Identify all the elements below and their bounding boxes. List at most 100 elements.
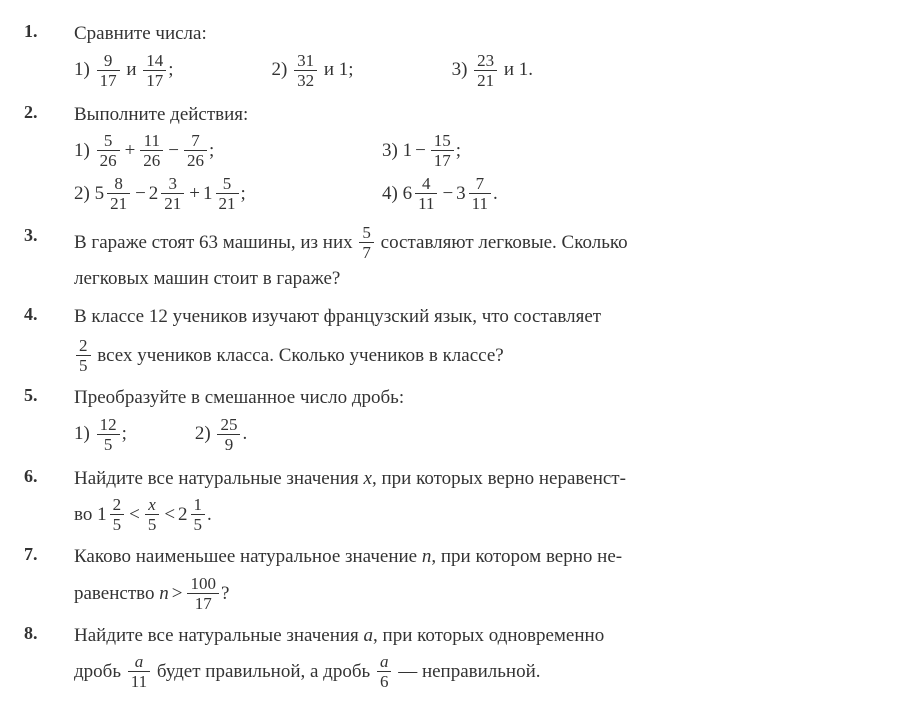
colon: ;	[168, 56, 173, 84]
denominator: 9	[217, 435, 240, 453]
variable-n: n	[159, 580, 169, 608]
spacer	[182, 52, 272, 89]
p6-line1: Найдите все натуральные значения x, при …	[74, 465, 879, 493]
problem-6: 6. Найдите все натуральные значения x, п…	[24, 463, 879, 536]
numerator: 2	[76, 337, 91, 356]
p2-row-a: 1) 5 26 + 11 26 − 7 26 ;	[74, 132, 879, 169]
fraction: 7 11	[469, 175, 491, 212]
qmark: ?	[221, 580, 229, 608]
numerator: 7	[184, 132, 207, 151]
whole: 1	[97, 501, 107, 529]
denominator: 21	[161, 194, 184, 212]
p2-part-4-label: 4)	[382, 180, 398, 208]
p8-line1-after: , при которых одновременно	[373, 625, 604, 646]
denominator: 26	[140, 151, 163, 169]
p8-line2-before: дробь	[74, 658, 121, 686]
p8-mid: будет правильной, а дробь	[157, 658, 370, 686]
problem-5: 5. Преобразуйте в смешанное число дробь:…	[24, 382, 879, 457]
numerator: 5	[359, 224, 374, 243]
p7-line1-after: , при котором верно не-	[431, 546, 622, 567]
spacer	[135, 416, 195, 453]
op-lt: <	[164, 501, 175, 529]
denominator: 32	[294, 71, 317, 89]
numerator: 8	[107, 175, 130, 194]
fraction: x 5	[145, 496, 160, 533]
problem-number-8: 8.	[24, 620, 74, 693]
p4-line2: 2 5 всех учеников класса. Сколько ученик…	[74, 337, 504, 374]
denominator: 21	[216, 194, 239, 212]
numerator: x	[145, 496, 160, 515]
p7-line2: равенство n > 100 17 ?	[74, 575, 229, 612]
p3-line2: легковых машин стоит в гараже?	[74, 265, 879, 293]
problem-6-content: Найдите все натуральные значения x, при …	[74, 463, 879, 536]
p7-line1-before: Каково наименьшее натуральное значение	[74, 546, 417, 567]
p2-part-3: 3) 1 − 15 17 ;	[382, 132, 461, 169]
variable-x: x	[364, 468, 372, 489]
math-problem-page: 1. Сравните числа: 1) 9 17 и 14 17 ;	[0, 0, 903, 716]
problem-1: 1. Сравните числа: 1) 9 17 и 14 17 ;	[24, 18, 879, 93]
problem-number-2: 2.	[24, 99, 74, 217]
numerator: 1	[191, 496, 206, 515]
p2-row-b: 2) 5 8 21 − 2 3 21	[74, 175, 879, 212]
denominator: 26	[184, 151, 207, 169]
p3-text-after: составляют легковые. Сколько	[381, 229, 628, 257]
problem-number-5: 5.	[24, 382, 74, 457]
mixed-number: 2 3 21	[149, 175, 187, 212]
fraction: 2 5	[110, 496, 125, 533]
problem-5-content: Преобразуйте в смешанное число дробь: 1)…	[74, 382, 879, 457]
mixed-number: 1 5 21	[203, 175, 241, 212]
whole: 5	[95, 180, 105, 208]
whole: 1	[203, 180, 213, 208]
p5-parts: 1) 12 5 ; 2) 25 9 .	[74, 416, 879, 453]
numerator: 9	[97, 52, 120, 71]
whole: 2	[178, 501, 188, 529]
fraction: 11 26	[140, 132, 163, 169]
mixed-number: 3 7 11	[456, 175, 493, 212]
fraction: 5 26	[97, 132, 120, 169]
text-i: и	[126, 56, 136, 84]
p1-part-3-label: 3)	[452, 56, 468, 84]
p1-part-2-label: 2)	[272, 56, 288, 84]
colon: .	[207, 501, 212, 529]
denominator: 21	[474, 71, 497, 89]
fraction: 1 5	[191, 496, 206, 533]
fraction: 4 11	[415, 175, 437, 212]
colon: .	[242, 420, 247, 448]
text-tail: и 1.	[504, 56, 533, 84]
denominator: 6	[377, 672, 392, 690]
denominator: 17	[431, 151, 454, 169]
problem-number-1: 1.	[24, 18, 74, 93]
denominator: 26	[97, 151, 120, 169]
denominator: 5	[191, 515, 206, 533]
denominator: 5	[76, 356, 91, 374]
mixed-number: 6 4 11	[403, 175, 440, 212]
numerator: 4	[415, 175, 437, 194]
numerator: 5	[97, 132, 120, 151]
p5-part-2-label: 2)	[195, 420, 211, 448]
denominator: 11	[415, 194, 437, 212]
p1-part-3: 3) 23 21 и 1.	[452, 52, 534, 89]
whole: 3	[456, 180, 466, 208]
p3-text-before: В гараже стоят 63 машины, из них	[74, 229, 353, 257]
problem-2-content: Выполните действия: 1) 5 26 + 11 26 −	[74, 99, 879, 217]
denominator: 5	[97, 435, 120, 453]
p2-part-2-label: 2)	[74, 180, 90, 208]
p8-line1-before: Найдите все натуральные значения	[74, 625, 359, 646]
numerator: 25	[217, 416, 240, 435]
fraction: a 6	[377, 653, 392, 690]
p1-part-1: 1) 9 17 и 14 17 ;	[74, 52, 174, 89]
p5-part-1-label: 1)	[74, 420, 90, 448]
p4-line2-after: всех учеников класса. Сколько учеников в…	[97, 342, 503, 370]
whole: 6	[403, 180, 413, 208]
fraction: 15 17	[431, 132, 454, 169]
fraction: a 11	[128, 653, 150, 690]
op-minus: −	[415, 137, 426, 165]
problem-number-6: 6.	[24, 463, 74, 536]
problem-4: 4. В классе 12 учеников изучают французс…	[24, 301, 879, 377]
numerator: 12	[97, 416, 120, 435]
fraction: 5 7	[359, 224, 374, 261]
numerator: 31	[294, 52, 317, 71]
fraction: 100 17	[187, 575, 219, 612]
op-lt: <	[129, 501, 140, 529]
colon: .	[493, 180, 498, 208]
